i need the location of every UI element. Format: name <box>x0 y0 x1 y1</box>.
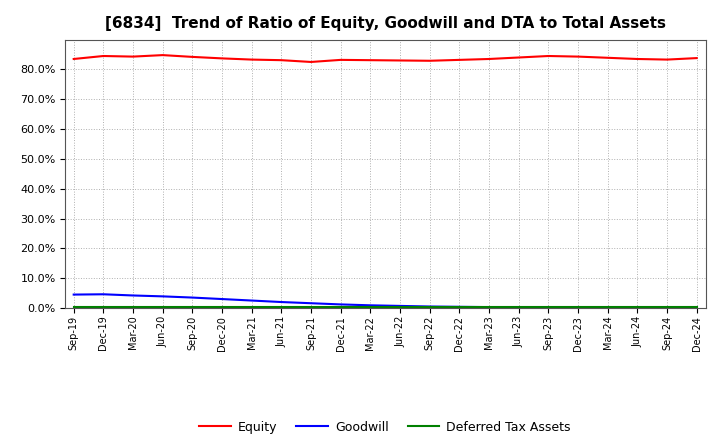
Deferred Tax Assets <box>188 304 197 310</box>
Goodwill <box>307 301 315 306</box>
Deferred Tax Assets <box>217 304 226 310</box>
Deferred Tax Assets <box>455 304 464 310</box>
Equity <box>455 57 464 62</box>
Goodwill <box>603 305 612 310</box>
Deferred Tax Assets <box>158 304 167 310</box>
Deferred Tax Assets <box>693 304 701 310</box>
Equity <box>633 56 642 62</box>
Equity <box>426 58 434 63</box>
Equity <box>248 57 256 62</box>
Goodwill <box>485 304 493 310</box>
Equity <box>217 56 226 61</box>
Goodwill <box>99 292 108 297</box>
Goodwill <box>69 292 78 297</box>
Deferred Tax Assets <box>277 304 286 310</box>
Deferred Tax Assets <box>426 304 434 310</box>
Deferred Tax Assets <box>366 304 374 310</box>
Deferred Tax Assets <box>396 304 405 310</box>
Goodwill <box>336 302 345 307</box>
Legend: Equity, Goodwill, Deferred Tax Assets: Equity, Goodwill, Deferred Tax Assets <box>194 416 576 439</box>
Deferred Tax Assets <box>336 304 345 310</box>
Goodwill <box>217 297 226 302</box>
Equity <box>603 55 612 60</box>
Equity <box>307 59 315 65</box>
Deferred Tax Assets <box>574 304 582 310</box>
Deferred Tax Assets <box>633 304 642 310</box>
Equity <box>366 58 374 63</box>
Deferred Tax Assets <box>307 304 315 310</box>
Deferred Tax Assets <box>99 304 108 310</box>
Goodwill <box>188 295 197 300</box>
Deferred Tax Assets <box>544 304 553 310</box>
Goodwill <box>366 303 374 308</box>
Equity <box>158 52 167 58</box>
Goodwill <box>248 298 256 303</box>
Goodwill <box>455 304 464 309</box>
Equity <box>129 54 138 59</box>
Goodwill <box>514 304 523 310</box>
Equity <box>514 55 523 60</box>
Equity <box>277 58 286 63</box>
Equity <box>693 55 701 61</box>
Line: Goodwill: Goodwill <box>73 294 697 308</box>
Goodwill <box>129 293 138 298</box>
Deferred Tax Assets <box>603 304 612 310</box>
Line: Equity: Equity <box>73 55 697 62</box>
Equity <box>662 57 671 62</box>
Equity <box>396 58 405 63</box>
Deferred Tax Assets <box>129 304 138 310</box>
Equity <box>188 54 197 59</box>
Goodwill <box>544 305 553 310</box>
Goodwill <box>277 299 286 304</box>
Goodwill <box>662 305 671 310</box>
Equity <box>544 53 553 59</box>
Deferred Tax Assets <box>662 304 671 310</box>
Goodwill <box>158 294 167 299</box>
Goodwill <box>426 304 434 309</box>
Equity <box>69 56 78 62</box>
Goodwill <box>574 305 582 310</box>
Goodwill <box>633 305 642 310</box>
Deferred Tax Assets <box>248 304 256 310</box>
Title: [6834]  Trend of Ratio of Equity, Goodwill and DTA to Total Assets: [6834] Trend of Ratio of Equity, Goodwil… <box>104 16 666 32</box>
Equity <box>99 53 108 59</box>
Goodwill <box>693 305 701 310</box>
Deferred Tax Assets <box>485 304 493 310</box>
Equity <box>574 54 582 59</box>
Equity <box>485 56 493 62</box>
Deferred Tax Assets <box>514 304 523 310</box>
Equity <box>336 57 345 62</box>
Goodwill <box>396 303 405 308</box>
Deferred Tax Assets <box>69 304 78 310</box>
